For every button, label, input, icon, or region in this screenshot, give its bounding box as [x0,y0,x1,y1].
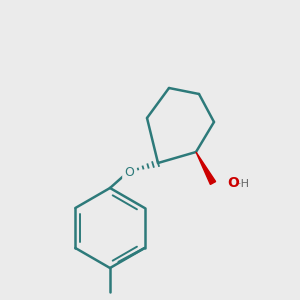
Text: O: O [124,166,134,178]
Polygon shape [196,152,216,184]
Text: ·H: ·H [238,179,250,189]
Text: O: O [227,176,239,190]
